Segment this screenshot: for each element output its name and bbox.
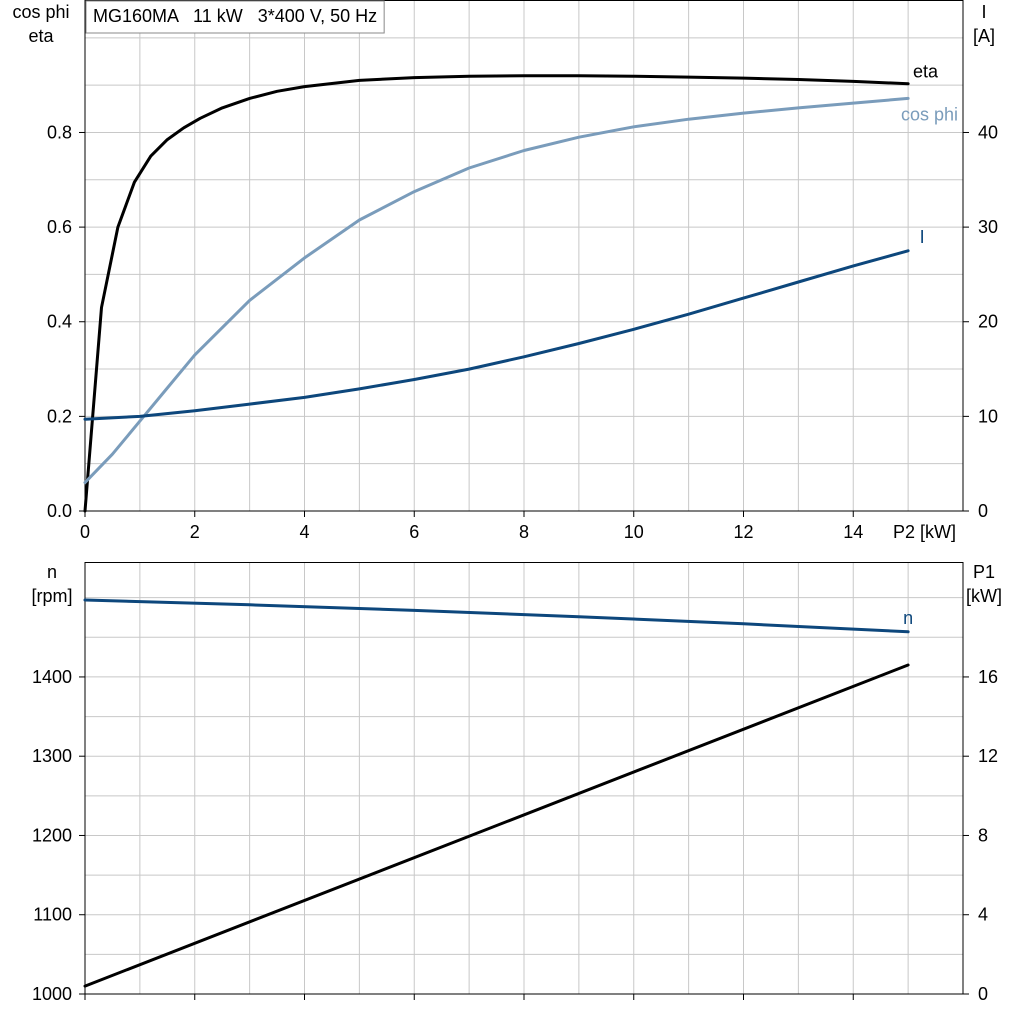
y-right-tick-label: 20 <box>978 312 998 332</box>
y-right-axis-title: I <box>981 2 986 22</box>
y-left-tick-label: 0.8 <box>47 122 72 142</box>
x-tick-label: 12 <box>733 522 753 542</box>
y-right-tick-label: 16 <box>978 667 998 687</box>
chart-title-box <box>85 0 385 34</box>
y-left-axis-title: eta <box>28 26 54 46</box>
y-right-tick-label: 12 <box>978 746 998 766</box>
x-tick-label: 6 <box>409 522 419 542</box>
series-line-i <box>83 249 910 421</box>
y-right-axis-title: P1 <box>973 562 995 582</box>
series-line-eta <box>83 74 910 513</box>
bottom-panel: 1000 1100 1200 1300 1400 0 4 8 12 16 n [rpm] P1 [kW] n <box>31 562 1002 1004</box>
series-label-i: I <box>920 227 925 247</box>
series-label-n: n <box>903 608 913 628</box>
x-tick-label: 8 <box>519 522 529 542</box>
y-left-tick-label: 1100 <box>33 905 72 925</box>
series-line-p1 <box>83 663 910 988</box>
y-left-axis-title: n <box>47 562 57 582</box>
y-right-tick-label: 8 <box>978 825 988 845</box>
y-left-tick-label: 0.6 <box>47 217 72 237</box>
y-left-axis-title: [rpm] <box>31 586 72 606</box>
chart-title: MG160MA 11 kW 3*400 V, 50 Hz <box>93 6 377 26</box>
y-right-tick-label: 10 <box>978 406 998 426</box>
y-left-tick-label: 0.0 <box>47 501 72 521</box>
y-right-tick-label: 40 <box>978 122 998 142</box>
series-line-n <box>83 598 910 634</box>
y-right-axis-title: [A] <box>973 26 995 46</box>
top-panel: 0 2 4 6 8 10 12 14 P2 [kW] 0.0 0.2 0.4 0.6 0.8 0 10 20 30… <box>12 0 998 542</box>
x-tick-label: 14 <box>843 522 863 542</box>
x-axis-title: P2 [kW] <box>893 522 956 542</box>
y-right-axis-title: [kW] <box>966 586 1002 606</box>
series-label-cos-phi: cos phi <box>901 104 958 124</box>
y-left-tick-label: 1000 <box>32 984 72 1004</box>
y-left-axis-title: cos phi <box>12 2 69 22</box>
y-right-tick-label: 0 <box>978 501 988 521</box>
y-left-tick-label: 1200 <box>32 825 72 845</box>
x-tick-label: 4 <box>299 522 309 542</box>
x-tick-label: 0 <box>80 522 90 542</box>
series-label-eta: eta <box>913 62 939 82</box>
y-right-tick-label: 0 <box>978 984 988 1004</box>
series-line-cos-phi <box>83 96 910 485</box>
y-left-tick-label: 1400 <box>32 667 72 687</box>
x-tick-label: 2 <box>190 522 200 542</box>
x-tick-label: 10 <box>624 522 644 542</box>
y-right-tick-label: 4 <box>978 905 988 925</box>
y-left-tick-label: 0.4 <box>47 312 72 332</box>
y-right-tick-label: 30 <box>978 217 998 237</box>
y-left-tick-label: 1300 <box>32 746 72 766</box>
y-left-tick-label: 0.2 <box>47 406 72 426</box>
